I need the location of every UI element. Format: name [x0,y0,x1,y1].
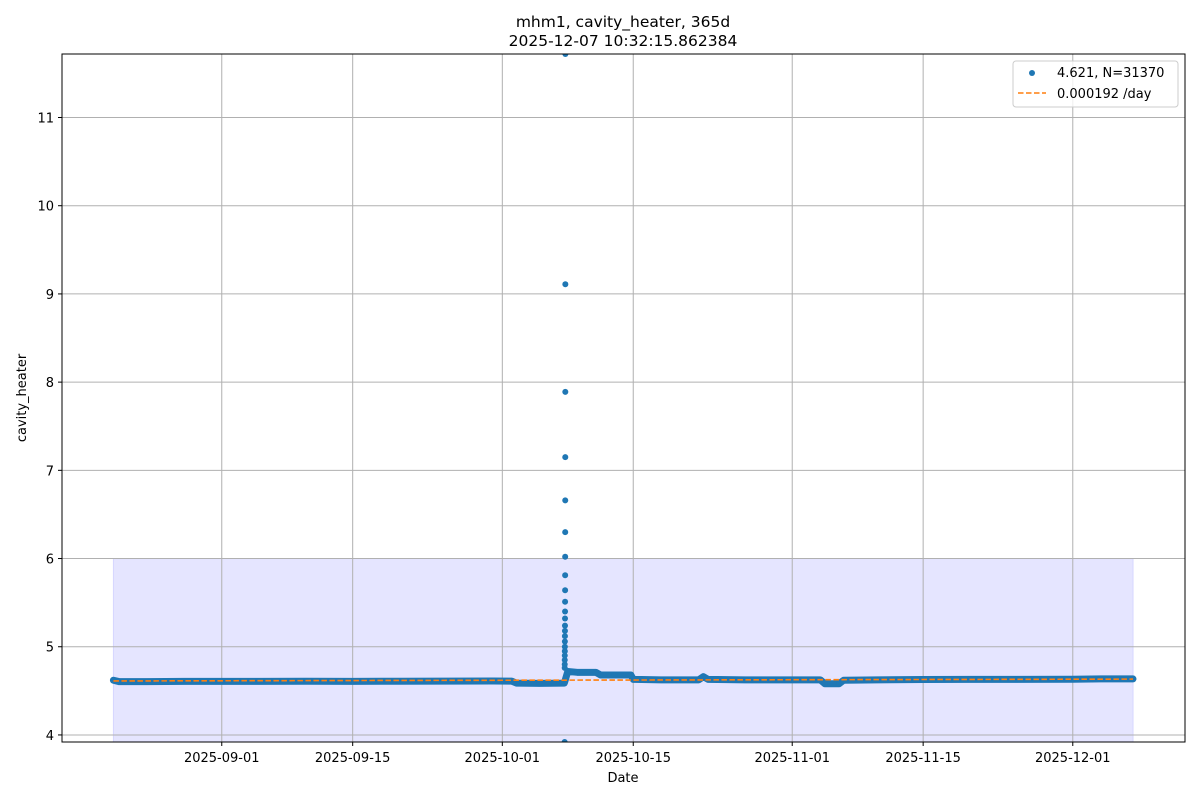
x-tick-label: 2025-11-15 [885,751,961,766]
x-tick-label: 2025-12-01 [1035,751,1111,766]
shaded-band [112,558,1134,742]
legend-marker-points [1029,70,1035,76]
data-point [597,671,604,678]
x-tick-label: 2025-09-01 [184,751,260,766]
legend-label-trend: 0.000192 /day [1057,87,1152,102]
trend-line [113,678,1133,682]
data-point [630,676,637,683]
data-point [562,587,569,594]
data-point [561,652,568,659]
plot-area: 2025-09-01 2025-09-15 2025-10-01 2025-10-15… [37,53,1186,766]
x-tick-label: 2025-09-15 [315,751,391,766]
data-point [562,572,569,579]
data-point [562,608,569,615]
data-point [561,656,568,663]
data-point [181,678,188,685]
data-point [835,680,842,687]
data-point [561,638,568,645]
data-point [561,633,568,640]
data-point [561,627,568,634]
data-point [562,615,569,622]
data-point [562,388,569,395]
data-point [821,680,828,687]
data-point [700,673,707,680]
data-point [1129,675,1136,682]
legend: 4.621, N=31370 0.000192 /day [1012,60,1179,108]
chart-title: mhm1, cavity_heater, 365d [516,13,730,32]
data-point [592,669,599,676]
data-point [564,668,571,675]
y-tick-label: 9 [46,288,54,303]
data-point [562,54,569,57]
data-point [562,598,569,605]
y-tick-label: 6 [46,553,54,568]
y-axis-label: cavity_heater [15,353,30,442]
data-point [536,680,543,687]
data-point [1069,676,1076,683]
x-tick-label: 2025-10-01 [465,751,541,766]
chart-subtitle: 2025-12-07 10:32:15.862384 [509,32,738,50]
data-point [561,622,568,629]
y-tick-label: 11 [37,112,54,127]
data-point [513,680,520,687]
data-point [611,671,618,678]
data-point [561,661,568,668]
data-point [562,529,569,536]
data-point [562,281,569,288]
data-point [562,553,569,560]
data-point [561,648,568,655]
data-point [574,669,581,676]
legend-label-points: 4.621, N=31370 [1057,66,1164,81]
x-tick-label: 2025-10-15 [595,751,671,766]
x-tick-label: 2025-11-01 [754,751,830,766]
y-tick-label: 4 [46,729,54,744]
data-point [1013,676,1020,683]
data-point [627,671,634,678]
y-tick-label: 5 [46,641,54,656]
data-point [789,676,796,683]
data-point [562,454,569,461]
x-axis-label: Date [607,771,638,786]
y-tick-label: 7 [46,464,54,479]
legend-frame [1012,60,1179,108]
data-point [561,643,568,650]
data-point [561,739,568,742]
data-point [562,497,569,504]
y-tick-label: 10 [37,200,54,215]
axes-frame [61,53,1186,743]
y-tick-label: 8 [46,376,54,391]
